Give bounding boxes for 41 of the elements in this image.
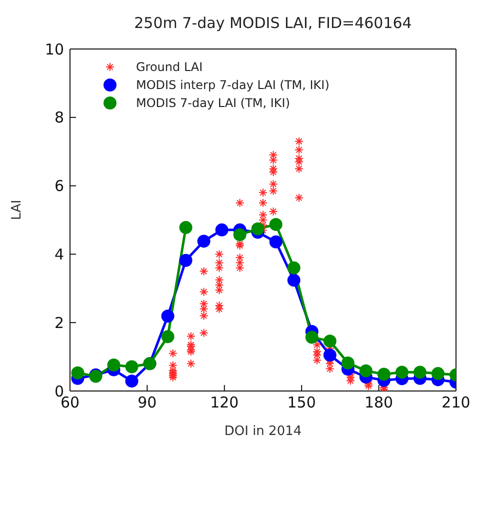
x-tick-label: 120 bbox=[210, 394, 239, 412]
y-tick-label: 10 bbox=[44, 40, 64, 58]
x-tick-label: 180 bbox=[364, 394, 394, 412]
point bbox=[431, 367, 444, 380]
legend-label: Ground LAI bbox=[136, 60, 203, 74]
x-axis-title: DOI in 2014 bbox=[224, 424, 302, 439]
point bbox=[197, 234, 210, 248]
x-tick-label: 150 bbox=[287, 394, 316, 412]
point bbox=[269, 218, 282, 231]
x-tick-label: 210 bbox=[442, 394, 470, 412]
point bbox=[107, 358, 120, 372]
point bbox=[395, 366, 408, 379]
point bbox=[323, 334, 336, 348]
point bbox=[179, 221, 192, 234]
point bbox=[413, 366, 426, 379]
y-tick-label: 8 bbox=[54, 108, 64, 127]
y-tick-label: 4 bbox=[54, 246, 64, 264]
point bbox=[179, 254, 192, 267]
point bbox=[233, 228, 246, 242]
point bbox=[215, 223, 228, 236]
x-tick-label: 90 bbox=[138, 394, 157, 412]
legend-label: MODIS interp 7-day LAI (TM, IKI) bbox=[136, 78, 330, 92]
point bbox=[125, 374, 138, 388]
legend-label: MODIS 7-day LAI (TM, IKI) bbox=[136, 96, 290, 110]
point bbox=[251, 222, 264, 236]
point bbox=[161, 330, 174, 344]
point bbox=[341, 356, 354, 370]
point bbox=[287, 274, 300, 287]
point bbox=[269, 235, 282, 248]
point bbox=[71, 366, 84, 380]
point bbox=[359, 364, 372, 378]
y-axis-title: LAI bbox=[10, 200, 25, 220]
point bbox=[125, 360, 138, 374]
point bbox=[305, 330, 318, 344]
point bbox=[287, 261, 300, 274]
y-tick-label: 6 bbox=[54, 177, 64, 196]
point bbox=[323, 348, 336, 362]
chart-title: 250m 7-day MODIS LAI, FID=460164 bbox=[134, 14, 412, 32]
point bbox=[377, 368, 390, 381]
point bbox=[161, 310, 174, 323]
y-tick-label: 2 bbox=[54, 314, 64, 332]
